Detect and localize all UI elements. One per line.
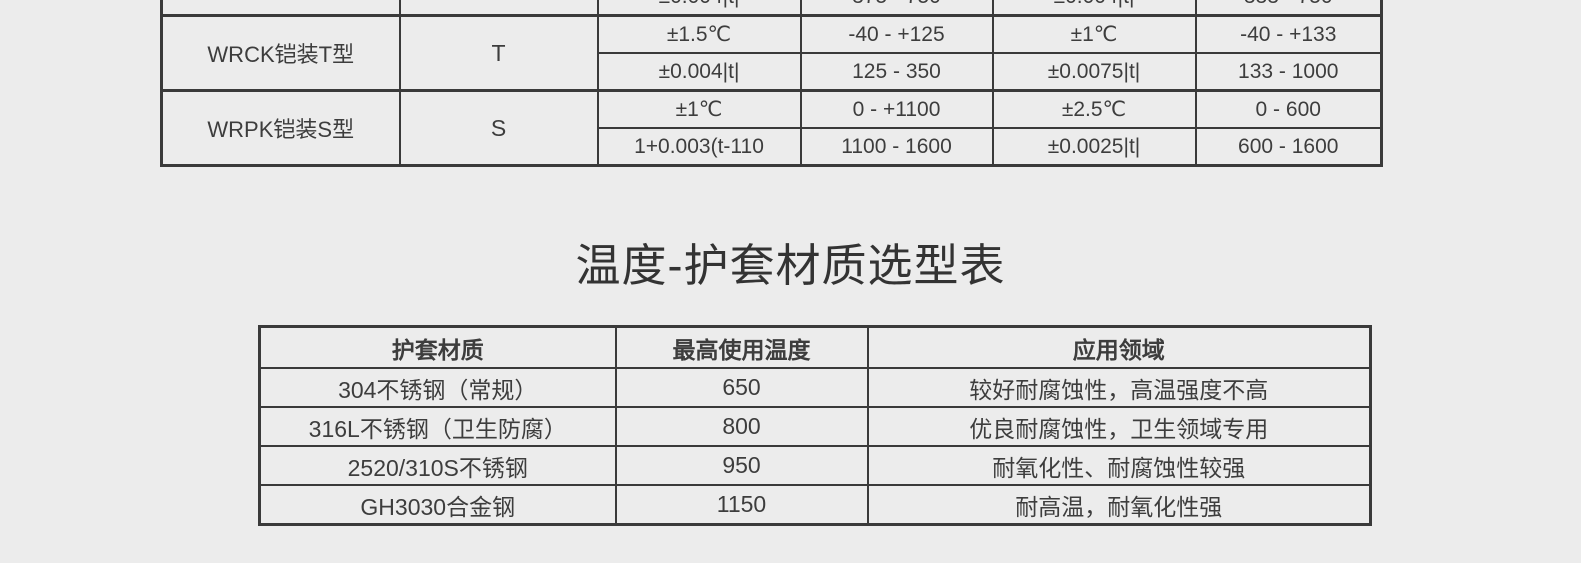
spec-cell: ±0.004|t| bbox=[596, 0, 802, 17]
spec-model-name: WRPK铠装S型 bbox=[160, 89, 401, 167]
spec-cell: 1+0.003(t-110 bbox=[596, 127, 802, 167]
material-row: 304不锈钢（常规） 650 较好耐腐蚀性，高温强度不高 bbox=[258, 367, 1372, 408]
section-title: 温度-护套材质选型表 bbox=[575, 240, 1006, 291]
spec-cell: 0 - 600 bbox=[1194, 89, 1383, 129]
spec-cell: -40 - +133 bbox=[1194, 14, 1383, 54]
spec-cell: -40 - +125 bbox=[799, 14, 994, 54]
material-header-cell: 应用领域 bbox=[866, 325, 1372, 369]
spec-cell: 125 - 350 bbox=[799, 52, 994, 92]
spec-cell: ±1℃ bbox=[991, 14, 1197, 54]
material-cell: 800 bbox=[614, 406, 869, 447]
material-row: 2520/310S不锈钢 950 耐氧化性、耐腐蚀性较强 bbox=[258, 445, 1372, 486]
spec-cell: ±2.5℃ bbox=[991, 89, 1197, 129]
spec-cell-empty bbox=[398, 0, 599, 17]
spec-row-partial: ±0.004|t| 375 - 750 ±0.004|t| 333 - 750 bbox=[160, 0, 1383, 17]
material-row: 316L不锈钢（卫生防腐） 800 优良耐腐蚀性，卫生领域专用 bbox=[258, 406, 1372, 447]
material-cell: 304不锈钢（常规） bbox=[258, 367, 617, 408]
spec-model-name: WRCK铠装T型 bbox=[160, 14, 401, 92]
material-cell: 1150 bbox=[614, 484, 869, 526]
spec-type-code: T bbox=[398, 14, 599, 92]
material-header-row: 护套材质 最高使用温度 应用领域 bbox=[258, 325, 1372, 369]
spec-cell: 333 - 750 bbox=[1194, 0, 1383, 17]
material-header-cell: 护套材质 bbox=[258, 325, 617, 369]
spec-cell: ±0.0075|t| bbox=[991, 52, 1197, 92]
spec-table: ±0.004|t| 375 - 750 ±0.004|t| 333 - 750 … bbox=[160, 0, 1383, 167]
spec-cell: ±0.004|t| bbox=[991, 0, 1197, 17]
spec-cell: 0 - +1100 bbox=[799, 89, 994, 129]
material-header-cell: 最高使用温度 bbox=[614, 325, 869, 369]
spec-cell-empty bbox=[160, 0, 401, 17]
material-cell: 耐氧化性、耐腐蚀性较强 bbox=[866, 445, 1372, 486]
spec-cell: ±1.5℃ bbox=[596, 14, 802, 54]
spec-cell: 375 - 750 bbox=[799, 0, 994, 17]
material-row: GH3030合金钢 1150 耐高温，耐氧化性强 bbox=[258, 484, 1372, 526]
spec-cell: ±0.004|t| bbox=[596, 52, 802, 92]
spec-cell: 1100 - 1600 bbox=[799, 127, 994, 167]
material-cell: 耐高温，耐氧化性强 bbox=[866, 484, 1372, 526]
material-cell: 650 bbox=[614, 367, 869, 408]
sheath-material-table: 护套材质 最高使用温度 应用领域 304不锈钢（常规） 650 较好耐腐蚀性，高… bbox=[258, 325, 1372, 526]
spec-cell: 133 - 1000 bbox=[1194, 52, 1383, 92]
material-cell: GH3030合金钢 bbox=[258, 484, 617, 526]
material-table: 护套材质 最高使用温度 应用领域 304不锈钢（常规） 650 较好耐腐蚀性，高… bbox=[258, 325, 1372, 526]
spec-cell: ±1℃ bbox=[596, 89, 802, 129]
spec-row: 1+0.003(t-110 1100 - 1600 ±0.0025|t| 600… bbox=[162, 127, 1383, 167]
material-cell: 较好耐腐蚀性，高温强度不高 bbox=[866, 367, 1372, 408]
spec-row: WRCK铠装T型 T ±1.5℃ -40 - +125 ±1℃ -40 - +1… bbox=[160, 14, 1383, 92]
thermocouple-spec-table: ±0.004|t| 375 - 750 ±0.004|t| 333 - 750 … bbox=[160, 0, 1383, 167]
material-cell: 950 bbox=[614, 445, 869, 486]
spec-type-code: S bbox=[398, 89, 599, 167]
material-cell: 2520/310S不锈钢 bbox=[258, 445, 617, 486]
material-cell: 316L不锈钢（卫生防腐） bbox=[258, 406, 617, 447]
spec-cell: ±0.0025|t| bbox=[991, 127, 1197, 167]
spec-row: ±0.004|t| 125 - 350 ±0.0075|t| 133 - 100… bbox=[162, 52, 1383, 92]
material-cell: 优良耐腐蚀性，卫生领域专用 bbox=[866, 406, 1372, 447]
spec-cell: 600 - 1600 bbox=[1194, 127, 1383, 167]
spec-row: WRPK铠装S型 S ±1℃ 0 - +1100 ±2.5℃ 0 - 600 bbox=[160, 89, 1383, 167]
